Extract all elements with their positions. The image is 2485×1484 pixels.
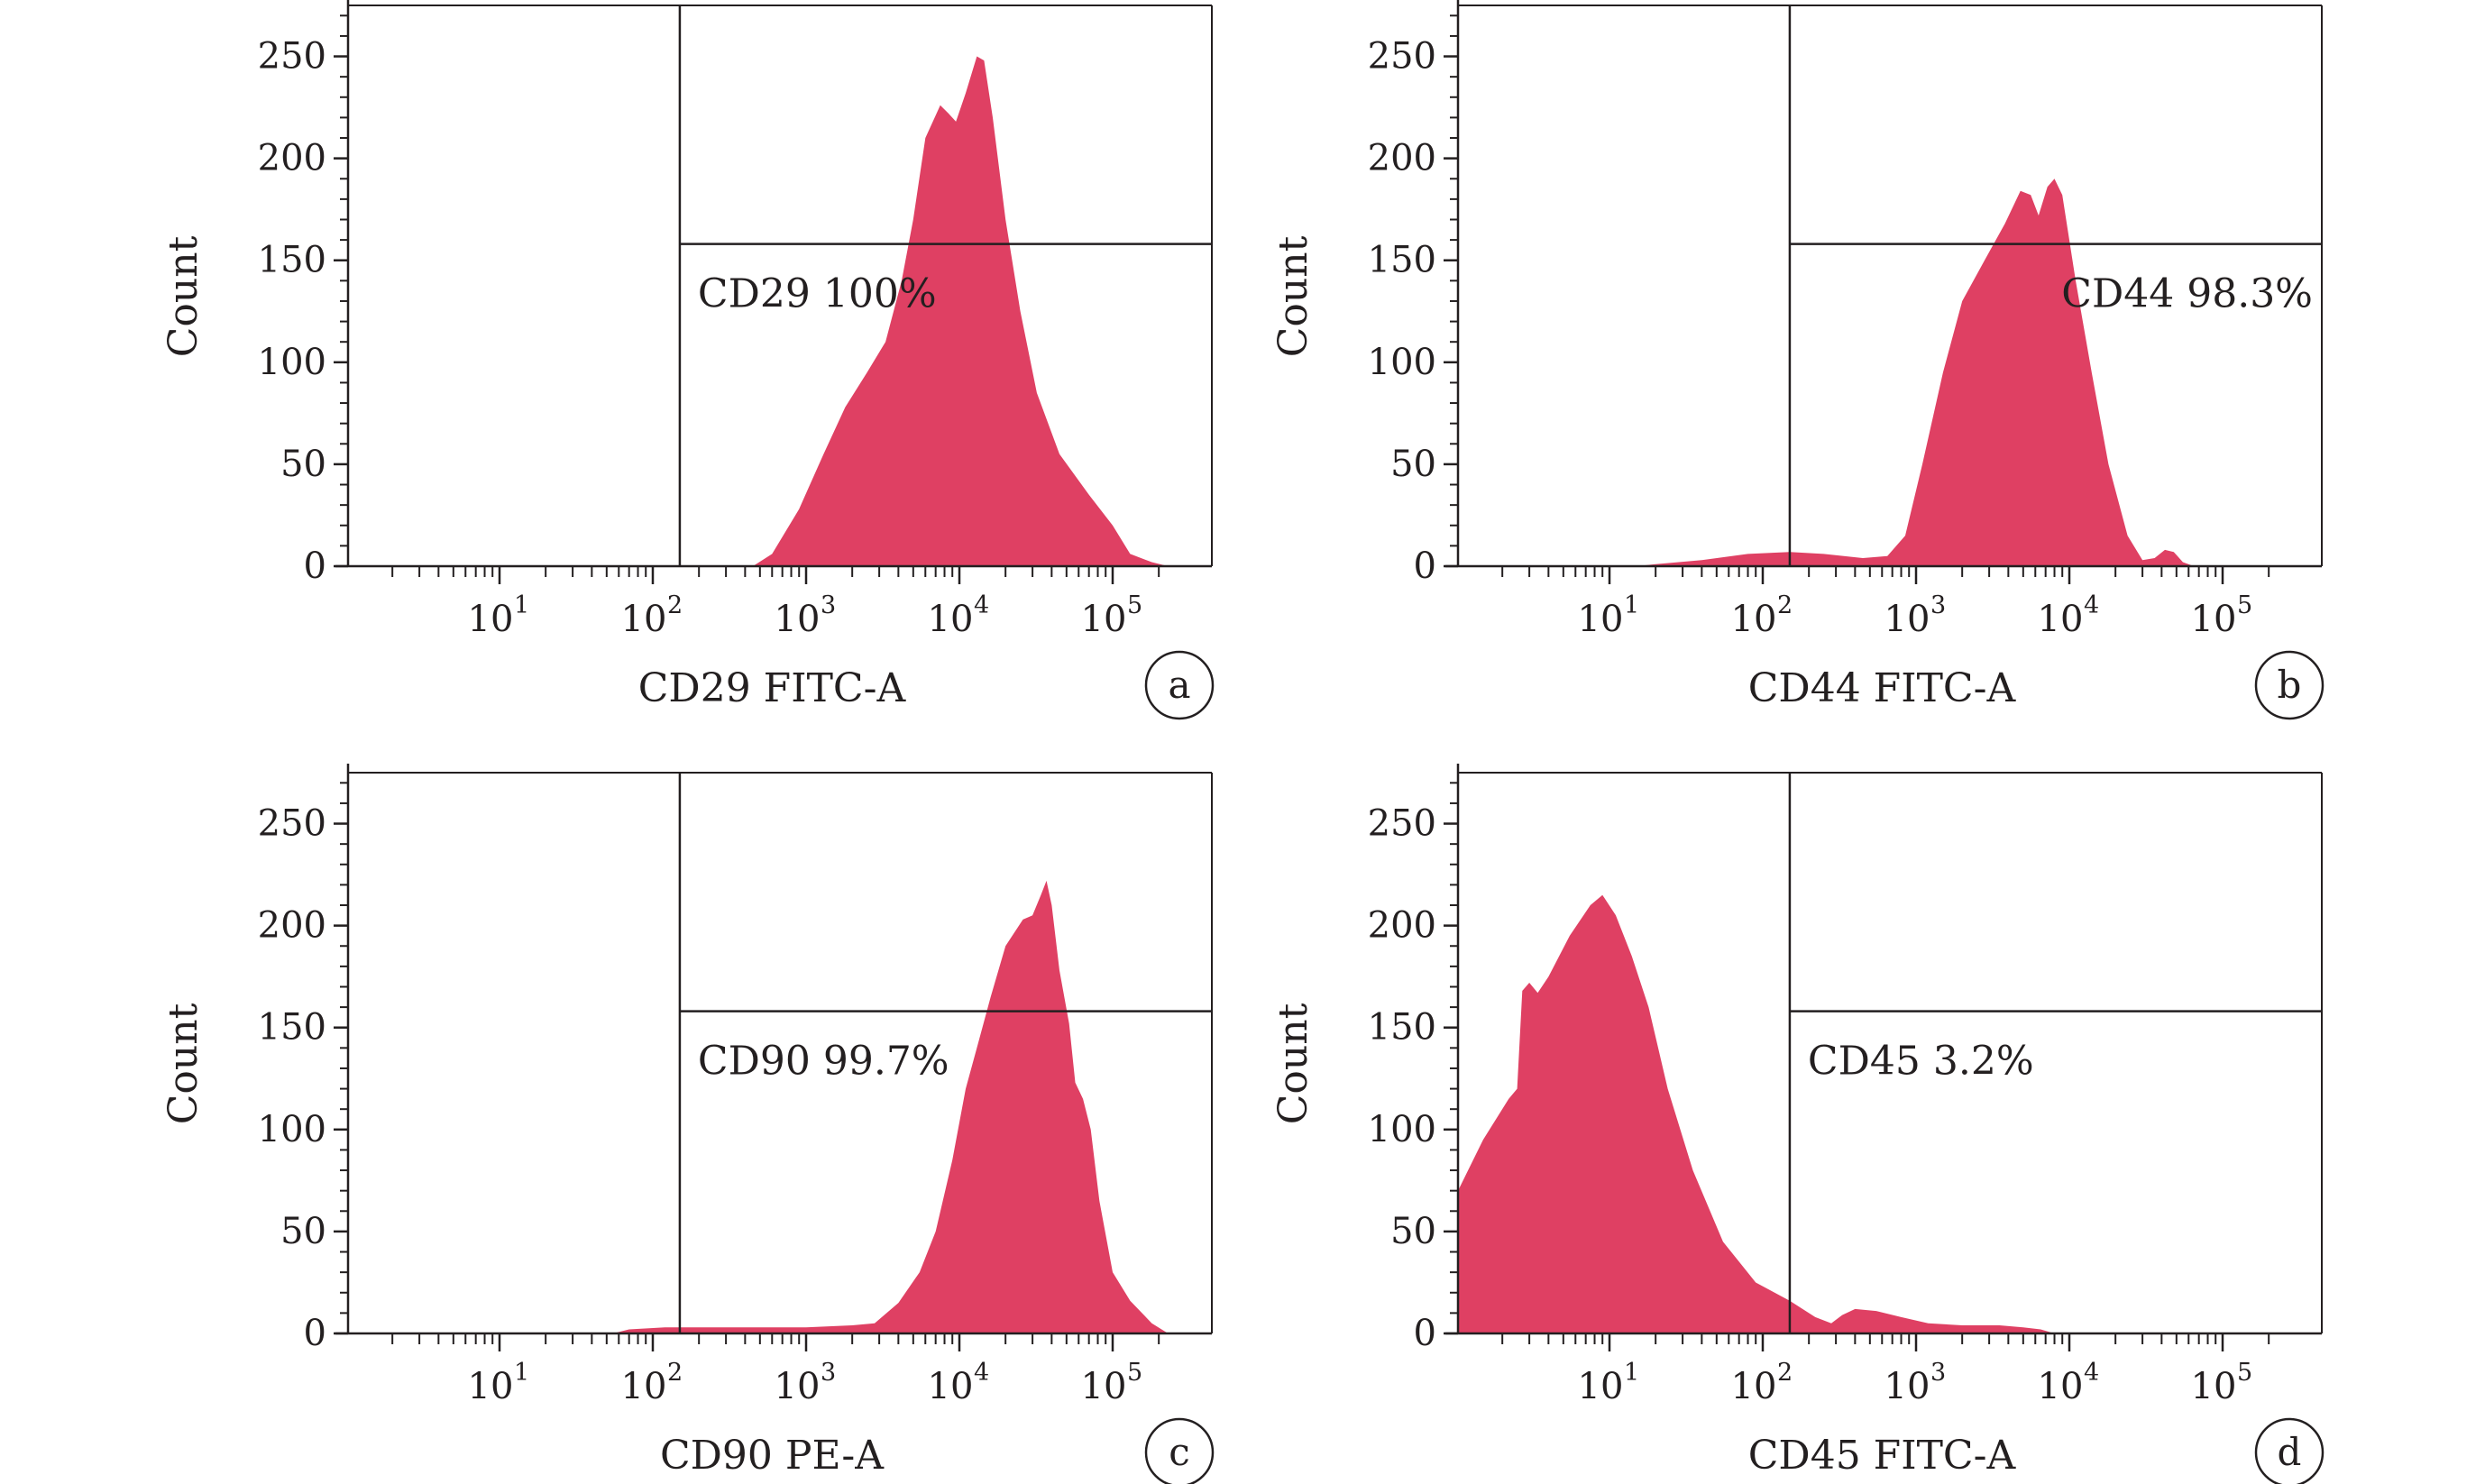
y-tick-label: 0	[304, 545, 326, 587]
y-tick-label: 200	[258, 138, 326, 179]
y-tick-label: 100	[1368, 1109, 1436, 1150]
y-tick-label: 0	[1414, 545, 1436, 587]
panel-label-circle	[2254, 650, 2325, 720]
panel-label-circle	[1144, 650, 1215, 720]
x-tick-exponent: 2	[1777, 1359, 1793, 1387]
y-tick-label: 100	[258, 1109, 326, 1150]
gate-annotation: CD90 99.7%	[698, 1039, 949, 1085]
histogram-area	[1458, 179, 2322, 567]
y-tick-label: 150	[258, 1007, 326, 1049]
x-tick-label: 10	[621, 599, 667, 640]
y-tick-label: 150	[258, 240, 326, 281]
y-tick-label: 0	[1414, 1313, 1436, 1354]
x-tick-exponent: 2	[1777, 591, 1793, 619]
x-axis-title: CD44 FITC-A	[1748, 665, 2017, 711]
x-tick-exponent: 1	[514, 1359, 529, 1387]
x-axis-title: CD45 FITC-A	[1748, 1433, 2017, 1479]
histogram-area	[1458, 894, 2322, 1333]
x-tick-exponent: 3	[1930, 1359, 1946, 1387]
x-tick-exponent: 4	[2084, 1359, 2099, 1387]
x-tick-exponent: 1	[1624, 591, 1639, 619]
x-tick-label: 10	[1884, 1366, 1930, 1407]
x-tick-label: 10	[2038, 599, 2084, 640]
x-tick-label: 10	[1731, 1366, 1777, 1407]
x-tick-label: 10	[2038, 1366, 2084, 1407]
panel-label: b	[2278, 663, 2302, 707]
y-tick-label: 200	[258, 905, 326, 947]
x-tick-label: 10	[1731, 599, 1777, 640]
panel-label-circle	[1144, 1417, 1215, 1484]
y-tick-label: 0	[304, 1313, 326, 1354]
y-tick-label: 250	[1368, 36, 1436, 78]
y-axis-title: Count	[1270, 1003, 1316, 1124]
y-tick-label: 250	[258, 803, 326, 845]
histogram-area	[348, 880, 1212, 1333]
gate-annotation: CD45 3.2%	[1808, 1039, 2034, 1085]
x-tick-exponent: 1	[514, 591, 529, 619]
x-tick-exponent: 5	[1127, 1359, 1142, 1387]
x-tick-label: 10	[1884, 599, 1930, 640]
y-tick-label: 50	[280, 444, 326, 485]
x-axis-title: CD29 FITC-A	[638, 665, 907, 711]
y-tick-label: 50	[1390, 1211, 1436, 1252]
gate-annotation: CD29 100%	[698, 271, 937, 317]
x-tick-label: 10	[1081, 599, 1127, 640]
x-tick-label: 10	[621, 1366, 667, 1407]
x-tick-label: 10	[775, 599, 821, 640]
y-tick-label: 100	[1368, 342, 1436, 383]
x-tick-exponent: 5	[2237, 1359, 2252, 1387]
y-axis-title: Count	[1270, 235, 1316, 357]
x-tick-label: 10	[1578, 1366, 1624, 1407]
x-axis-title: CD90 PE-A	[660, 1433, 885, 1479]
y-tick-label: 200	[1368, 138, 1436, 179]
x-tick-label: 10	[1578, 599, 1624, 640]
gate-annotation: CD44 98.3%	[2061, 271, 2313, 317]
x-tick-label: 10	[468, 1366, 514, 1407]
x-tick-exponent: 1	[1624, 1359, 1639, 1387]
y-tick-label: 50	[280, 1211, 326, 1252]
panel-label: d	[2278, 1430, 2302, 1474]
y-axis-title: Count	[160, 1003, 206, 1124]
x-tick-exponent: 4	[974, 591, 989, 619]
x-tick-exponent: 3	[821, 1359, 836, 1387]
x-tick-label: 10	[468, 599, 514, 640]
y-tick-label: 250	[258, 36, 326, 78]
x-tick-exponent: 3	[821, 591, 836, 619]
y-tick-label: 150	[1368, 240, 1436, 281]
y-tick-label: 100	[258, 342, 326, 383]
panel-label-circle	[2254, 1417, 2325, 1484]
x-tick-exponent: 4	[974, 1359, 989, 1387]
x-tick-label: 10	[1081, 1366, 1127, 1407]
histogram-area	[348, 56, 1212, 566]
y-tick-label: 200	[1368, 905, 1436, 947]
y-tick-label: 150	[1368, 1007, 1436, 1049]
x-tick-exponent: 2	[667, 591, 683, 619]
x-tick-exponent: 5	[2237, 591, 2252, 619]
x-tick-label: 10	[928, 599, 974, 640]
x-tick-label: 10	[2191, 1366, 2237, 1407]
x-tick-exponent: 5	[1127, 591, 1142, 619]
x-tick-exponent: 4	[2084, 591, 2099, 619]
x-tick-label: 10	[2191, 599, 2237, 640]
y-axis-title: Count	[160, 235, 206, 357]
y-tick-label: 250	[1368, 803, 1436, 845]
x-tick-exponent: 3	[1930, 591, 1946, 619]
x-tick-label: 10	[775, 1366, 821, 1407]
x-tick-exponent: 2	[667, 1359, 683, 1387]
panel-label: c	[1169, 1430, 1190, 1474]
panel-label: a	[1168, 663, 1190, 707]
y-tick-label: 50	[1390, 444, 1436, 485]
x-tick-label: 10	[928, 1366, 974, 1407]
